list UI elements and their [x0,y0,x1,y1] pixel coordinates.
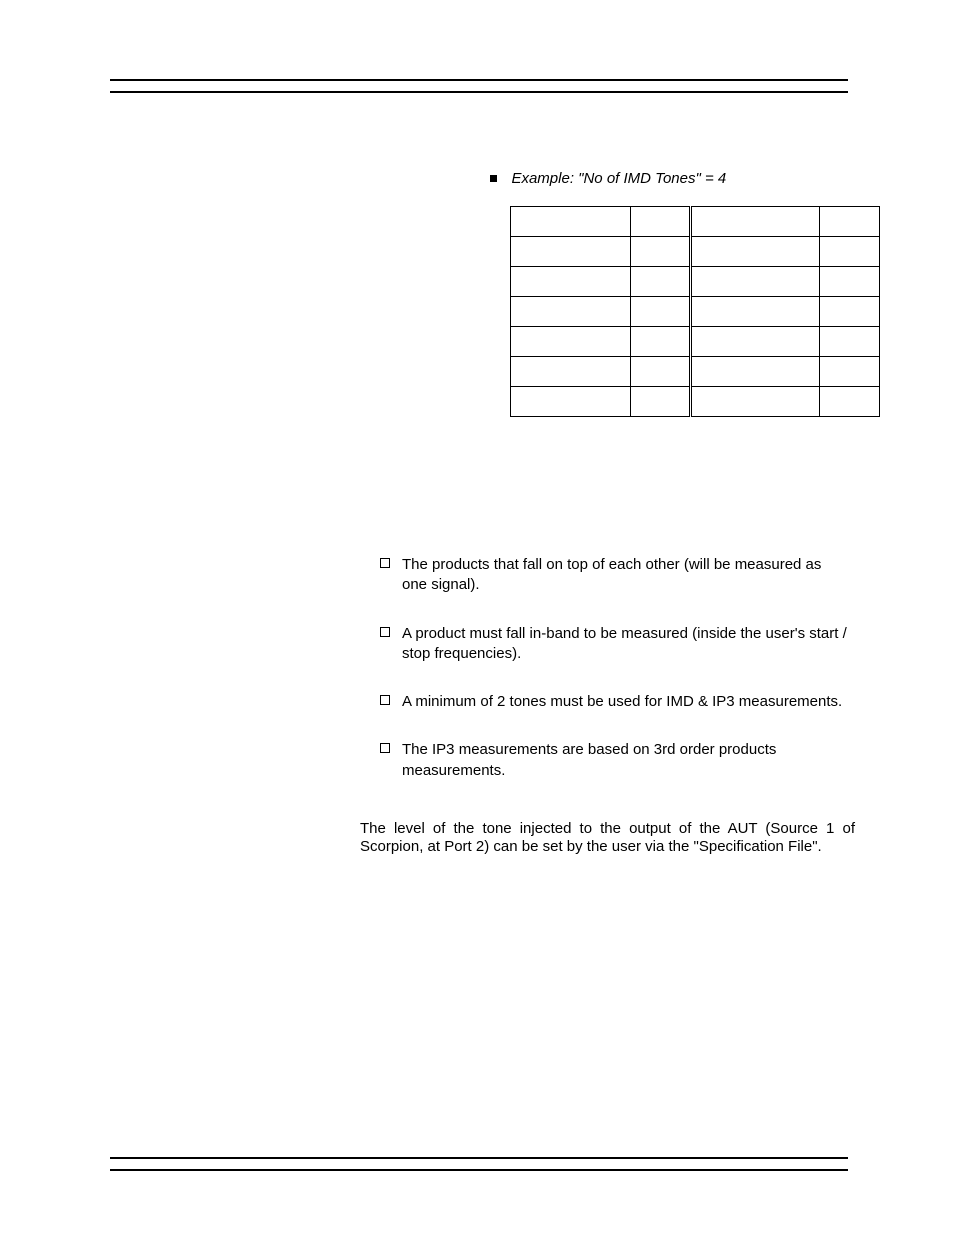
table-row [511,327,880,357]
outline-bullet-icon [380,695,390,705]
page-bottom-rule-1 [110,1157,848,1159]
outline-bullet-icon [380,627,390,637]
note-item: A minimum of 2 tones must be used for IM… [380,692,850,712]
note-item: A product must fall in-band to be measur… [380,624,850,665]
note-text: A product must fall in-band to be measur… [402,624,850,665]
outline-bullet-icon [380,558,390,568]
example-section: Example: "No of IMD Tones" = 4 [490,170,890,417]
example-heading: Example: "No of IMD Tones" = 4 [511,170,726,187]
note-item: The products that fall on top of each ot… [380,555,850,596]
table-row [511,267,880,297]
note-text: A minimum of 2 tones must be used for IM… [402,692,850,712]
table-row [511,237,880,267]
example-heading-row: Example: "No of IMD Tones" = 4 [490,170,890,188]
notes-list: The products that fall on top of each ot… [380,555,850,809]
table-row [511,357,880,387]
page-bottom-rule-2 [110,1169,848,1171]
table-row [511,387,880,417]
square-bullet-icon [490,175,497,182]
page-top-rule-1 [110,79,848,81]
note-item: The IP3 measurements are based on 3rd or… [380,740,850,781]
note-text: The IP3 measurements are based on 3rd or… [402,740,850,781]
table-row [511,297,880,327]
table-row [511,207,880,237]
body-paragraph: The level of the tone injected to the ou… [360,820,855,855]
imd-products-table [510,206,880,417]
note-text: The products that fall on top of each ot… [402,555,850,596]
outline-bullet-icon [380,743,390,753]
page-top-rule-2 [110,91,848,93]
